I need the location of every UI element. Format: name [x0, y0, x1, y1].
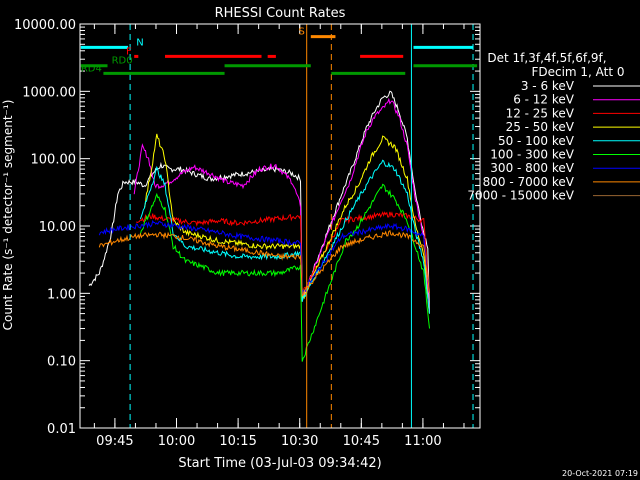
- y-axis-label: Count Rate (s⁻¹ detector⁻¹ segment⁻¹): [1, 100, 15, 331]
- x-tick-label: 10:00: [158, 434, 195, 449]
- x-tick-label: 10:45: [343, 434, 380, 449]
- x-tick-label: 10:15: [219, 434, 256, 449]
- flag-label-F: F: [126, 46, 132, 57]
- legend-header-line-2: FDecim 1, Att 0: [531, 65, 624, 79]
- legend-label: 800 - 7000 keV: [483, 175, 575, 189]
- legend-header-line-1: Det 1f,3f,4f,5f,6f,9f,: [487, 51, 606, 65]
- x-tick-label: 10:30: [281, 434, 318, 449]
- flag-label-S: S: [298, 27, 304, 38]
- flag-label-RD0: RD0: [112, 56, 133, 67]
- series-line-5: [139, 183, 430, 362]
- y-tick-label: 100.00: [31, 153, 77, 168]
- series-line-2: [136, 211, 430, 296]
- plot-frame: [79, 23, 481, 429]
- y-tick-label: 10000.00: [14, 18, 76, 33]
- legend-label: 7000 - 15000 keV: [467, 189, 574, 203]
- series-line-4: [139, 159, 430, 314]
- series-line-3: [144, 133, 430, 314]
- legend-label: 50 - 100 keV: [498, 134, 575, 148]
- series-line-1: [133, 97, 430, 314]
- legend-label: 12 - 25 keV: [506, 106, 575, 120]
- plot-area: 10000.00 1000.00 100.00 10.00 1.00 0.10 0.01 09…: [14, 18, 480, 449]
- x-tick-label: 11:00: [404, 434, 441, 449]
- x-axis-label: Start Time (03-Jul-03 09:34:42): [178, 456, 381, 471]
- x-tick-label: 09:45: [96, 434, 133, 449]
- legend-label: 100 - 300 keV: [490, 148, 574, 162]
- legend-label: 25 - 50 keV: [506, 120, 575, 134]
- legend-label: 300 - 800 keV: [490, 161, 574, 175]
- series-line-6: [98, 219, 430, 296]
- y-tick-label: 0.01: [47, 422, 76, 437]
- y-tick-label: 1.00: [47, 287, 76, 302]
- chart-title: RHESSI Count Rates: [215, 6, 346, 21]
- legend-label: 3 - 6 keV: [521, 79, 575, 93]
- flag-label-N: N: [136, 37, 143, 48]
- y-tick-label: 1000.00: [22, 85, 76, 100]
- y-tick-label: 0.10: [47, 355, 76, 370]
- footer-timestamp: 20-Oct-2021 07:19: [562, 469, 638, 478]
- flag-label-RD4: RD4: [81, 63, 102, 74]
- series-line-7: [98, 229, 430, 298]
- y-tick-label: 10.00: [39, 220, 76, 235]
- legend-label: 6 - 12 keV: [513, 93, 575, 107]
